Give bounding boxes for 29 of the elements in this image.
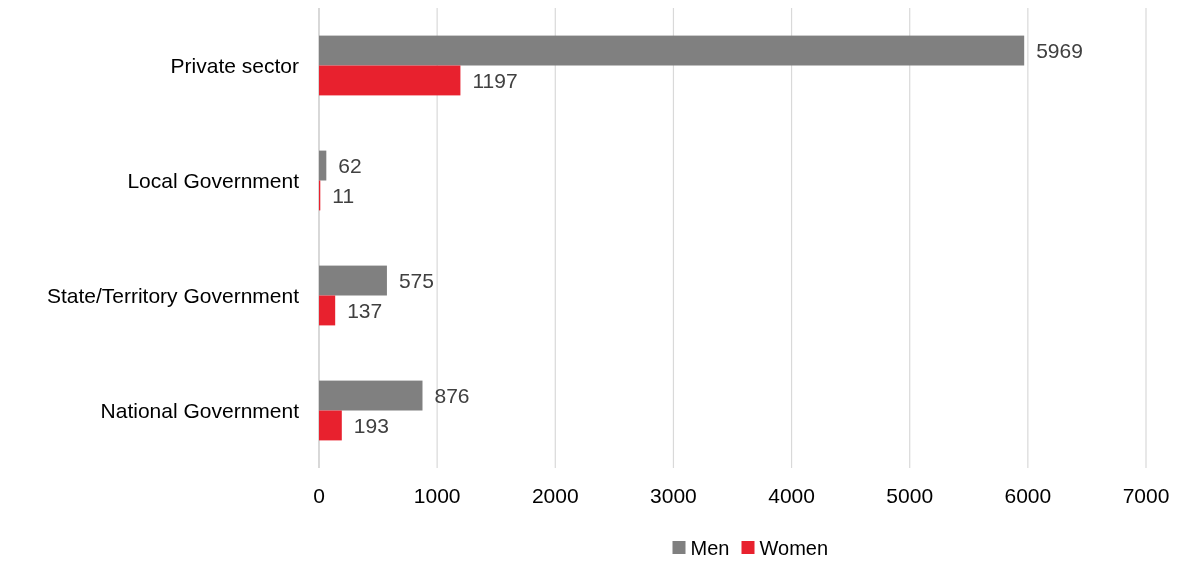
x-tick-label: 4000 xyxy=(768,484,815,507)
y-tick-label: Local Government xyxy=(127,168,300,192)
data-label: 5969 xyxy=(1036,38,1083,62)
data-label: 137 xyxy=(347,298,383,322)
x-tick-label: 5000 xyxy=(886,484,934,507)
x-tick-label: 0 xyxy=(313,484,325,507)
x-tick-label: 7000 xyxy=(1122,484,1170,507)
bar xyxy=(319,65,461,96)
bar xyxy=(319,295,336,326)
data-label: 193 xyxy=(353,413,389,437)
x-tick-label: 6000 xyxy=(1004,484,1052,507)
x-tick-label: 1000 xyxy=(413,484,461,507)
x-tick-label: 3000 xyxy=(650,484,697,507)
bar xyxy=(319,380,423,411)
y-tick-label: National Government xyxy=(100,398,300,422)
bar xyxy=(319,410,342,441)
legend-label: Men xyxy=(690,537,730,559)
data-label: 1197 xyxy=(472,68,518,92)
data-label: 575 xyxy=(398,268,434,292)
data-label: 876 xyxy=(434,383,470,407)
bar xyxy=(319,265,387,296)
y-tick-label: Private sector xyxy=(170,53,299,77)
x-tick-label: 2000 xyxy=(531,484,579,507)
legend-label: Women xyxy=(759,537,829,559)
bar xyxy=(319,35,1025,66)
bar xyxy=(319,150,327,181)
y-tick-label: State/Territory Government xyxy=(46,283,300,307)
data-label: 62 xyxy=(338,153,362,177)
data-label: 11 xyxy=(332,183,355,207)
